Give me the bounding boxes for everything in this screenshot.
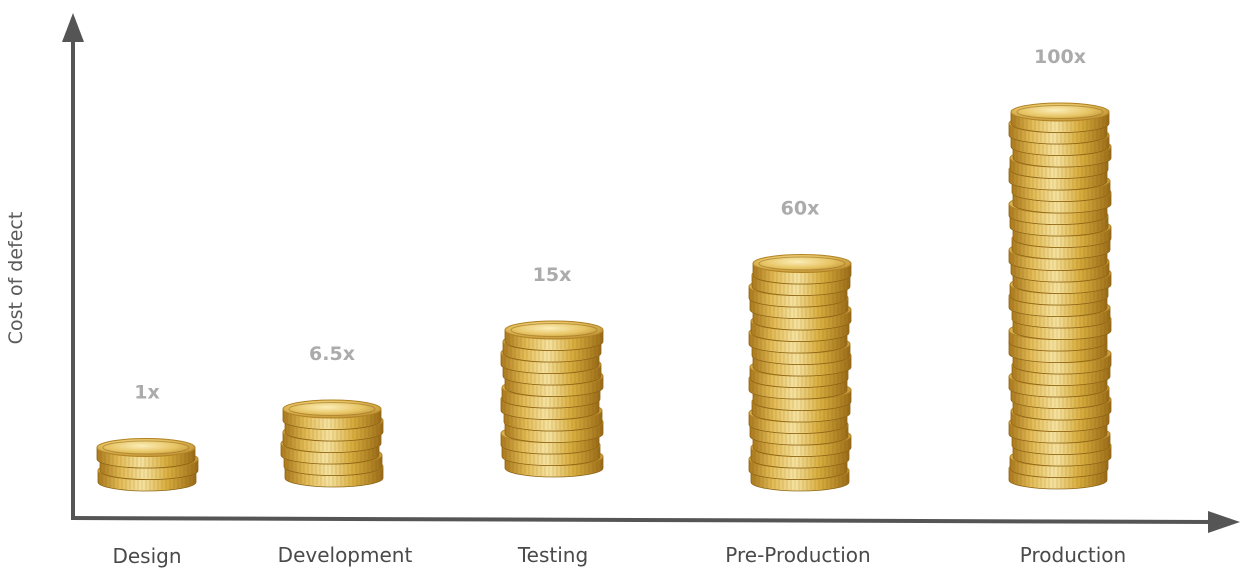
coin-stack-development [280, 399, 384, 488]
category-labels: Design Development Testing Pre-Production Pr… [112, 543, 1126, 568]
coin [504, 320, 604, 351]
value-label-design: 1x [134, 382, 159, 404]
coin-stack-design [96, 438, 199, 492]
coin [282, 399, 382, 430]
coin [96, 438, 196, 469]
value-labels: 1x 6.5x 15x 60x 100x [134, 46, 1086, 404]
coin-stack-testing [500, 320, 604, 478]
y-axis-arrow-icon [62, 13, 84, 42]
category-label-production: Production [1020, 543, 1126, 567]
y-axis-title: Cost of defect [5, 212, 27, 345]
category-label-design: Design [112, 544, 181, 568]
category-label-pre-production: Pre-Production [725, 543, 870, 567]
value-label-pre-production: 60x [781, 198, 820, 220]
coin-stacks [96, 102, 1112, 492]
value-label-testing: 15x [533, 264, 572, 286]
x-axis-arrow-icon [1208, 511, 1240, 533]
value-label-production: 100x [1034, 46, 1086, 68]
category-label-development: Development [278, 543, 413, 567]
coin-stack-pre-production [748, 254, 852, 492]
coin-stack-production [1008, 102, 1112, 490]
coin [752, 254, 852, 285]
value-label-development: 6.5x [309, 343, 355, 365]
x-axis-line [70, 516, 1213, 524]
category-label-testing: Testing [517, 543, 588, 567]
coin [1010, 102, 1110, 133]
